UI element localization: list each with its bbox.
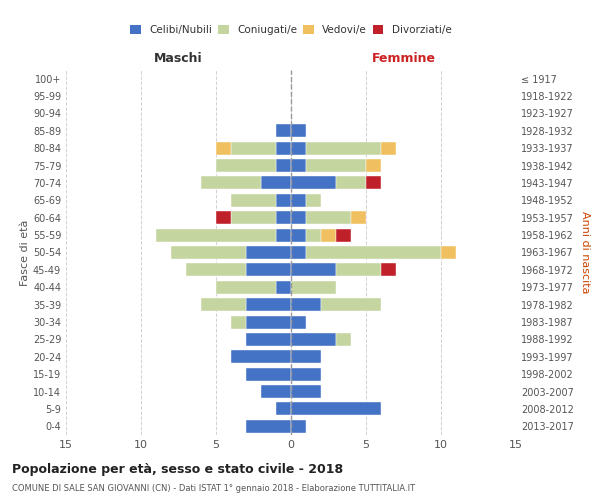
Bar	[216, 280, 276, 294]
Bar	[291, 385, 321, 398]
Y-axis label: Anni di nascita: Anni di nascita	[580, 211, 590, 294]
Bar	[261, 176, 291, 190]
Bar	[231, 142, 276, 154]
Bar	[381, 142, 396, 154]
Bar	[276, 402, 291, 415]
Bar	[291, 280, 336, 294]
Bar	[291, 420, 306, 433]
Bar	[246, 368, 291, 380]
Bar	[291, 333, 336, 346]
Bar	[231, 316, 246, 328]
Bar	[156, 228, 276, 241]
Bar	[246, 246, 291, 259]
Bar	[306, 211, 351, 224]
Bar	[246, 420, 291, 433]
Bar	[276, 142, 291, 154]
Bar	[246, 298, 291, 311]
Text: COMUNE DI SALE SAN GIOVANNI (CN) - Dati ISTAT 1° gennaio 2018 - Elaborazione TUT: COMUNE DI SALE SAN GIOVANNI (CN) - Dati …	[12, 484, 415, 493]
Bar	[291, 124, 306, 138]
Bar	[276, 124, 291, 138]
Bar	[441, 246, 456, 259]
Bar	[231, 350, 291, 364]
Bar	[351, 211, 366, 224]
Bar	[291, 402, 381, 415]
Bar	[216, 211, 231, 224]
Bar	[306, 142, 381, 154]
Bar	[186, 264, 246, 276]
Bar	[306, 194, 321, 207]
Bar	[381, 264, 396, 276]
Bar	[246, 264, 291, 276]
Bar	[216, 159, 276, 172]
Text: Maschi: Maschi	[154, 52, 203, 65]
Bar	[216, 142, 231, 154]
Bar	[291, 368, 321, 380]
Bar	[366, 176, 381, 190]
Bar	[291, 159, 306, 172]
Legend: Celibi/Nubili, Coniugati/e, Vedovi/e, Divorziati/e: Celibi/Nubili, Coniugati/e, Vedovi/e, Di…	[126, 20, 456, 39]
Bar	[291, 350, 321, 364]
Bar	[291, 298, 321, 311]
Bar	[276, 159, 291, 172]
Bar	[276, 280, 291, 294]
Bar	[291, 194, 306, 207]
Bar	[291, 142, 306, 154]
Bar	[201, 298, 246, 311]
Bar	[366, 159, 381, 172]
Bar	[291, 176, 336, 190]
Bar	[171, 246, 246, 259]
Bar	[306, 159, 366, 172]
Bar	[336, 264, 381, 276]
Bar	[321, 298, 381, 311]
Bar	[231, 194, 276, 207]
Bar	[321, 228, 336, 241]
Bar	[291, 246, 306, 259]
Bar	[201, 176, 261, 190]
Bar	[291, 316, 306, 328]
Bar	[246, 316, 291, 328]
Bar	[261, 385, 291, 398]
Bar	[291, 228, 306, 241]
Y-axis label: Fasce di età: Fasce di età	[20, 220, 30, 286]
Text: Popolazione per età, sesso e stato civile - 2018: Popolazione per età, sesso e stato civil…	[12, 462, 343, 475]
Bar	[306, 246, 441, 259]
Text: Femmine: Femmine	[371, 52, 436, 65]
Bar	[246, 333, 291, 346]
Bar	[336, 176, 366, 190]
Bar	[306, 228, 321, 241]
Bar	[291, 211, 306, 224]
Bar	[276, 211, 291, 224]
Bar	[276, 228, 291, 241]
Bar	[231, 211, 276, 224]
Bar	[336, 228, 351, 241]
Bar	[336, 333, 351, 346]
Bar	[276, 194, 291, 207]
Bar	[291, 264, 336, 276]
